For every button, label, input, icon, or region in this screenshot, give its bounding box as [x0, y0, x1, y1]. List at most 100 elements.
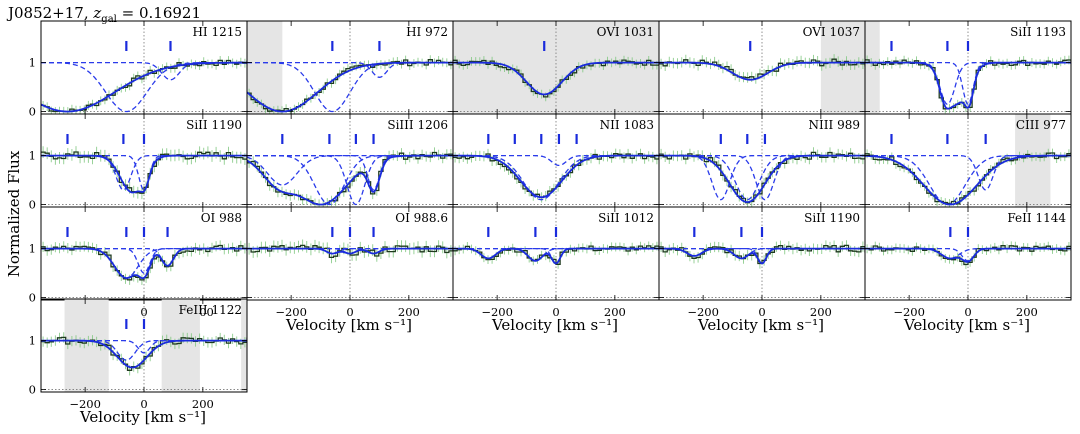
- component-model-1: [865, 61, 1071, 105]
- x-axis-label-col4: Velocity [km s⁻¹]: [697, 316, 824, 334]
- x-tick-label: 0: [140, 305, 147, 319]
- y-tick-label: 1: [29, 242, 36, 256]
- masked-region: [820, 21, 865, 114]
- panel-7: SiIII 1206: [246, 113, 454, 208]
- panel-plot-area: [41, 207, 247, 300]
- panel-plot-area: [865, 207, 1071, 300]
- total-model-fit: [41, 339, 247, 369]
- total-model-fit: [453, 247, 659, 265]
- total-model-fit: [247, 247, 453, 255]
- ion-label: NIII 989: [809, 118, 860, 132]
- data-spectrum: [659, 151, 865, 204]
- ion-label: SiII 1012: [598, 211, 654, 225]
- panel-1: 0 1 HI 1215: [29, 20, 248, 119]
- total-model-fit: [247, 154, 453, 206]
- ion-label: CIII 977: [1016, 118, 1066, 132]
- data-spectrum: [453, 153, 659, 199]
- ion-label: OI 988: [201, 211, 242, 225]
- panel-plot-area: [659, 114, 865, 207]
- x-tick-label: −200: [687, 305, 719, 319]
- total-model-fit: [865, 247, 1071, 263]
- panel-2: HI 972: [246, 20, 454, 115]
- y-tick-label: 0: [29, 198, 36, 212]
- x-tick-label: −200: [893, 305, 925, 319]
- x-tick-label: −200: [275, 305, 307, 319]
- total-model-fit: [453, 61, 659, 96]
- x-tick-label: 200: [810, 305, 832, 319]
- error-bars: [866, 241, 1070, 269]
- panel-plot-area: [865, 114, 1071, 207]
- data-spectrum: [41, 59, 247, 113]
- component-model-2: [865, 61, 1071, 105]
- panel-plot-area: [247, 114, 453, 207]
- ion-label: FeIII 1122: [179, 303, 242, 317]
- panels-group: 0 1 HI 1215 HI 972 OVI 1031 OVI 1037 SiII 1193…: [29, 20, 1072, 411]
- figure-title: J0852+17, zgal = 0.16921: [6, 4, 201, 25]
- data-spectrum: [865, 152, 1071, 205]
- ion-label: SiIII 1206: [387, 118, 448, 132]
- ion-label: OVI 1031: [597, 25, 654, 39]
- ion-label: OI 988.6: [395, 211, 448, 225]
- x-tick-label: 0: [346, 305, 353, 319]
- masked-region: [241, 299, 247, 392]
- ion-label: SiII 1193: [1010, 25, 1066, 39]
- x-axis-label-col1: Velocity [km s⁻¹]: [79, 408, 206, 426]
- panel-4: OVI 1037: [658, 20, 866, 115]
- x-tick-label: 200: [192, 397, 214, 411]
- y-tick-label: 0: [29, 291, 36, 305]
- ion-label: SiII 1190: [804, 211, 860, 225]
- panel-16: 0 1 −200 0 200 FeIII 1122: [29, 298, 248, 411]
- ion-label: HI 972: [406, 25, 448, 39]
- component-model-1: [41, 61, 247, 113]
- panel-plot-area: [659, 207, 865, 300]
- x-tick-label: 0: [758, 305, 765, 319]
- data-spectrum: [247, 244, 453, 259]
- y-tick-label: 1: [29, 149, 36, 163]
- x-tick-label: 200: [398, 305, 420, 319]
- y-tick-label: 1: [29, 334, 36, 348]
- total-model-fit: [865, 154, 1071, 206]
- x-axis-label-col2: Velocity [km s⁻¹]: [285, 316, 412, 334]
- panel-plot-area: [865, 21, 1071, 114]
- total-model-fit: [659, 61, 865, 81]
- panel-15: −200 0 200 FeII 1144: [864, 206, 1072, 319]
- x-tick-label: −200: [69, 397, 101, 411]
- ion-label: HI 1215: [192, 25, 242, 39]
- y-tick-label: 0: [29, 383, 36, 397]
- panel-13: −200 0 200 SiII 1012: [452, 206, 660, 319]
- panel-plot-area: [247, 207, 453, 300]
- ion-label: SiII 1190: [186, 118, 242, 132]
- ion-label: OVI 1037: [803, 25, 860, 39]
- panel-plot-area: [41, 299, 247, 392]
- x-tick-label: 0: [552, 305, 559, 319]
- total-model-fit: [41, 154, 247, 194]
- y-tick-label: 1: [29, 56, 36, 70]
- total-model-fit: [41, 247, 247, 280]
- panel-3: OVI 1031: [452, 20, 660, 115]
- y-axis-label: Normalized Flux: [5, 150, 23, 277]
- ion-label: NII 1083: [600, 118, 654, 132]
- data-spectrum: [41, 244, 247, 281]
- x-axis-label-col5: Velocity [km s⁻¹]: [903, 316, 1030, 334]
- x-tick-label: 0: [140, 397, 147, 411]
- component-model-4: [247, 154, 453, 191]
- x-tick-label: −200: [481, 305, 513, 319]
- x-tick-label: 200: [604, 305, 626, 319]
- data-spectrum: [453, 245, 659, 265]
- panel-plot-area: [247, 21, 453, 114]
- panel-9: NIII 989: [658, 113, 866, 208]
- panel-12: −200 0 200 OI 988.6: [246, 206, 454, 319]
- panel-plot-area: [453, 114, 659, 207]
- ion-label: FeII 1144: [1007, 211, 1066, 225]
- component-model-2: [247, 61, 453, 78]
- total-model-fit: [659, 247, 865, 265]
- total-model-fit: [41, 61, 247, 113]
- component-model-2: [41, 61, 247, 81]
- panel-8: NII 1083: [452, 113, 660, 208]
- panel-10: CIII 977: [864, 113, 1072, 208]
- y-tick-label: 0: [29, 105, 36, 119]
- panel-plot-area: [453, 21, 659, 114]
- x-tick-label: 200: [1016, 305, 1038, 319]
